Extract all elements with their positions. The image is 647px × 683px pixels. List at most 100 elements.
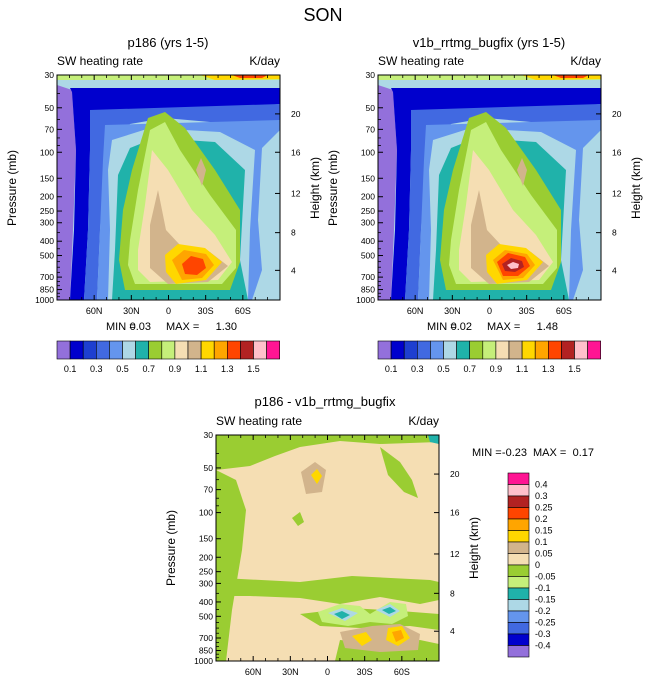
- colorbar-label: 0.9: [490, 364, 503, 374]
- colorbar-label: 1.1: [195, 364, 208, 374]
- y-tick-label: 700: [40, 272, 54, 282]
- y-tick-label: 500: [199, 611, 213, 621]
- contour-fill: [378, 85, 397, 300]
- y-tick-label: 1000: [194, 656, 213, 666]
- colorbar-swatch: [587, 340, 601, 360]
- contour-fill: [405, 104, 601, 300]
- stat-max-label: MAX =: [487, 321, 520, 333]
- stat-min-label: MIN =: [427, 321, 457, 333]
- height-tick-label: 20: [291, 109, 301, 119]
- contour-fill: [352, 632, 372, 646]
- y-tick-label: 150: [361, 173, 375, 183]
- colorbar-swatch: [507, 622, 530, 635]
- y-tick-label: 400: [40, 236, 54, 246]
- y-tick-label: 500: [361, 251, 375, 261]
- stat-min-value: 0.02: [451, 321, 472, 333]
- colorbar-label: 0.15: [535, 526, 553, 536]
- y-tick-label: 250: [361, 206, 375, 216]
- x-tick-label: 60N: [86, 306, 103, 316]
- colorbar-label: 0.4: [535, 480, 548, 490]
- colorbar-swatch: [482, 340, 497, 360]
- contour-fill: [311, 469, 322, 484]
- x-tick-label: 60S: [556, 306, 572, 316]
- colorbar-swatch: [507, 610, 530, 623]
- y-tick-label: 150: [40, 173, 54, 183]
- colorbar-swatch: [227, 340, 241, 360]
- y-tick-label: 700: [361, 272, 375, 282]
- colorbar-swatch: [430, 340, 444, 360]
- x-tick-label: 60N: [407, 306, 424, 316]
- colorbar-swatch: [390, 340, 405, 360]
- x-tick-label: 0: [166, 306, 171, 316]
- colorbar-label: 1.5: [568, 364, 581, 374]
- y-tick-label: 700: [199, 633, 213, 643]
- colorbar-swatch: [109, 340, 123, 360]
- y-tick-label: 50: [366, 103, 376, 113]
- y-axis-label-right: Height (km): [308, 157, 322, 219]
- panel-title: p186 - v1b_rrtmg_bugfix: [255, 394, 396, 409]
- y-tick-label: 200: [199, 552, 213, 562]
- height-tick-label: 8: [612, 228, 617, 238]
- colorbar-label: 0.3: [90, 364, 103, 374]
- contour-fill: [392, 630, 404, 642]
- y-tick-label: 250: [199, 567, 213, 577]
- contour-fill: [334, 611, 350, 619]
- axis-ticks: 305070100150200250300400500700850100060N…: [194, 430, 460, 677]
- colorbar-swatch: [574, 340, 588, 360]
- y-axis-label-right: Height (km): [467, 517, 481, 579]
- colorbar-swatch: [507, 541, 530, 554]
- contour-fill: [507, 262, 519, 269]
- colorbar-label: 0.1: [64, 364, 77, 374]
- colorbar-label: 0.2: [535, 514, 548, 524]
- y-tick-label: 200: [40, 192, 54, 202]
- colorbar-swatch: [495, 340, 510, 360]
- y-axis-label: Pressure (mb): [164, 510, 178, 586]
- contour-fill: [84, 104, 280, 300]
- height-tick-label: 8: [291, 228, 296, 238]
- colorbar-label: 1.5: [247, 364, 260, 374]
- y-tick-label: 100: [40, 147, 54, 157]
- stat-min-label: MIN =: [472, 447, 502, 459]
- panel-subtitle-left: SW heating rate: [378, 54, 464, 68]
- colorbar-swatch: [507, 645, 530, 658]
- y-tick-label: 100: [361, 147, 375, 157]
- colorbar: 0.1 0.3 0.5 0.7 0.9 1.1 1.3 1.5: [377, 340, 601, 374]
- x-tick-label: 30N: [444, 306, 461, 316]
- colorbar-swatch: [187, 340, 202, 360]
- stat-min-value: 0.03: [130, 321, 151, 333]
- x-tick-label: 30S: [198, 306, 214, 316]
- x-tick-label: 0: [325, 667, 330, 677]
- height-tick-label: 16: [612, 147, 622, 157]
- colorbar-swatch: [507, 472, 530, 485]
- y-tick-label: 850: [199, 646, 213, 656]
- colorbar-swatch: [148, 340, 163, 360]
- y-tick-label: 150: [199, 534, 213, 544]
- stat-min-value: -0.23: [502, 447, 527, 459]
- colorbar-label: -0.4: [535, 641, 551, 651]
- height-tick-label: 16: [291, 147, 301, 157]
- colorbar-swatch: [122, 340, 136, 360]
- y-tick-label: 70: [366, 124, 376, 134]
- height-tick-label: 20: [612, 109, 622, 119]
- colorbar-label: 0.25: [535, 503, 553, 513]
- colorbar-label: -0.25: [535, 618, 556, 628]
- contour-field: [57, 75, 280, 300]
- colorbar-swatch: [456, 340, 471, 360]
- panel-v1b: v1b_rrtmg_bugfix (yrs 1-5) SW heating ra…: [326, 35, 643, 374]
- colorbar-label: 1.3: [221, 364, 234, 374]
- contour-fill: [222, 576, 439, 604]
- colorbar-label: 1.1: [516, 364, 529, 374]
- contour-fill: [216, 470, 246, 661]
- colorbar-label: 0.3: [535, 491, 548, 501]
- y-tick-label: 30: [45, 70, 55, 80]
- colorbar-swatch: [507, 599, 530, 612]
- panel-subtitle-left: SW heating rate: [216, 414, 302, 428]
- y-tick-label: 400: [361, 236, 375, 246]
- y-axis-label: Pressure (mb): [326, 150, 340, 226]
- panel-subtitle-right: K/day: [249, 54, 280, 68]
- colorbar-label: 0: [535, 560, 540, 570]
- contour-fill: [182, 256, 206, 275]
- height-tick-label: 4: [450, 626, 455, 636]
- contour-field: [216, 435, 439, 661]
- colorbar-swatch: [547, 340, 562, 360]
